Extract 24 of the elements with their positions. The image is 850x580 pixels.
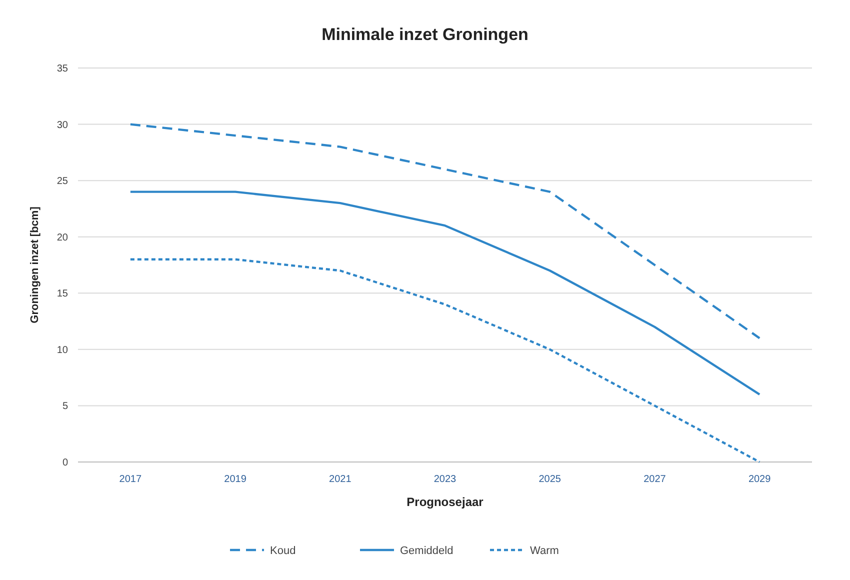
- line-series: [129, 258, 761, 464]
- x-tick-label: 2023: [434, 474, 457, 485]
- x-tick-label: 2027: [644, 474, 666, 485]
- y-tick-label: 25: [56, 176, 68, 188]
- y-tick-label: 0: [62, 458, 68, 468]
- line-series: [129, 123, 761, 340]
- y-tick-label: 10: [56, 344, 68, 356]
- y-tick-label: 35: [56, 64, 68, 74]
- x-tick-label: 2029: [748, 474, 772, 485]
- y-tick-label: 30: [56, 120, 68, 131]
- x-axis-title: Prognosejaar: [406, 495, 484, 509]
- chart-title: Minimale inzet Groningen: [322, 25, 528, 44]
- legend-label: Koud: [270, 544, 296, 557]
- x-tick-label: 2019: [224, 474, 247, 485]
- y-tick-label: 20: [56, 232, 68, 244]
- x-tick-label: 2025: [538, 474, 562, 485]
- legend-label: Gemiddeld: [400, 544, 454, 557]
- y-axis-title: Groningen inzet [bcm]: [29, 206, 41, 324]
- x-tick-label: 2017: [119, 474, 142, 485]
- line-series: [129, 190, 761, 396]
- x-tick-label: 2021: [329, 474, 352, 485]
- legend-label: Warm: [530, 544, 559, 557]
- y-tick-label: 5: [62, 401, 68, 412]
- y-tick-label: 15: [56, 288, 68, 300]
